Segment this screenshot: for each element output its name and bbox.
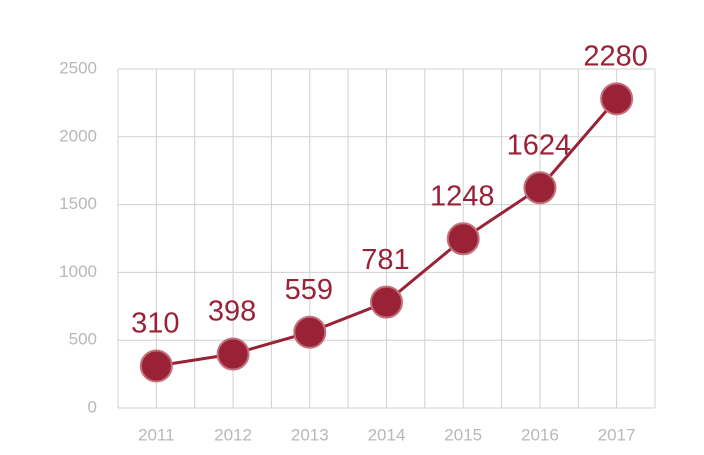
marker	[446, 222, 480, 256]
marker	[216, 337, 250, 371]
y-tick-label: 1000	[59, 262, 97, 281]
x-tick-label: 2012	[214, 425, 252, 444]
marker	[523, 171, 557, 205]
x-tick-label: 2011	[138, 425, 175, 444]
y-tick-label: 2500	[59, 58, 97, 77]
marker	[370, 285, 403, 319]
marker	[139, 349, 173, 383]
data-label: 559	[285, 274, 333, 306]
data-label: 398	[208, 296, 256, 328]
data-label: 781	[361, 244, 409, 276]
y-tick-label: 500	[69, 330, 97, 349]
marker	[293, 315, 327, 349]
x-tick-label: 2016	[521, 425, 559, 444]
y-tick-label: 2000	[59, 126, 97, 145]
data-label: 1624	[507, 129, 572, 161]
data-label: 310	[131, 308, 179, 340]
y-tick-label: 1500	[59, 194, 97, 213]
data-label: 1248	[430, 180, 495, 212]
x-tick-label: 2017	[598, 425, 636, 444]
x-tick-label: 2015	[444, 425, 482, 444]
marker	[600, 82, 634, 116]
x-tick-label: 2014	[368, 425, 406, 444]
data-label: 2280	[583, 40, 648, 72]
x-tick-label: 2013	[291, 425, 329, 444]
y-tick-label: 0	[88, 397, 97, 416]
